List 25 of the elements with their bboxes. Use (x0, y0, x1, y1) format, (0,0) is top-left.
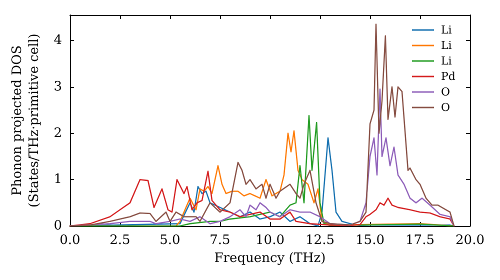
legend-label: Li (441, 39, 452, 52)
x-tick-label: 7.5 (210, 233, 230, 248)
x-tick-label: 15.0 (356, 233, 384, 248)
x-tick-label: 12.5 (306, 233, 334, 248)
y-tick-label: 3 (54, 79, 62, 94)
x-tick-label: 5.0 (160, 233, 180, 248)
line-series (69, 88, 455, 227)
y-tick-label: 0 (54, 218, 62, 234)
x-tick-label: 0.0 (60, 233, 80, 248)
legend-label: O (441, 86, 450, 98)
x-tick-label: 10.0 (256, 233, 284, 248)
legend-label: O (441, 101, 450, 114)
line-series (69, 24, 455, 227)
y-tick-label: 4 (54, 33, 62, 48)
legend-label: Li (441, 54, 452, 68)
x-axis-title: Frequency (THz) (214, 250, 326, 266)
legend-label: Li (441, 24, 452, 36)
x-tick-label: 2.5 (110, 233, 130, 248)
y-axis-title: Phonon projected DOS (States/THz·primitive cell) (10, 33, 42, 208)
x-tick-label: 20.0 (456, 233, 484, 248)
x-tick-label: 17.5 (406, 233, 434, 248)
y-tick-label: 2 (54, 126, 62, 141)
line-series (69, 170, 455, 227)
legend-label: Pd (441, 70, 456, 83)
y-tick-label: 1 (54, 172, 62, 188)
